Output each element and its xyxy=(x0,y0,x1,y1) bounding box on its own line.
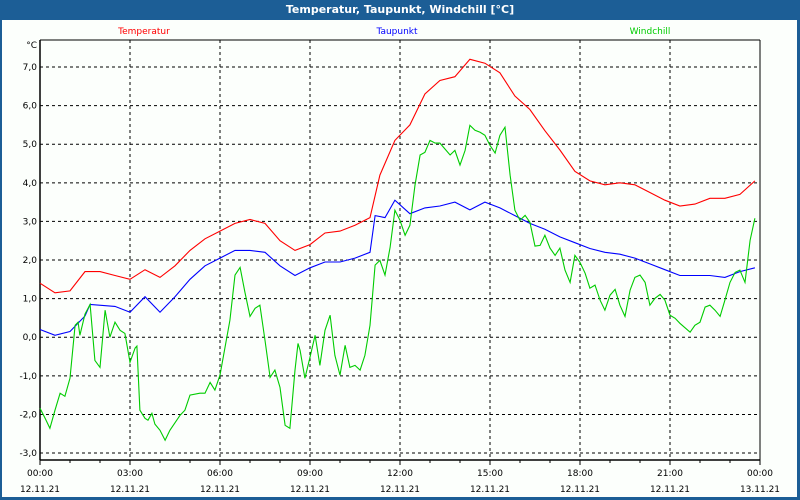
y-tick-label: 7,0 xyxy=(23,63,38,73)
y-tick-label: 3,0 xyxy=(23,217,38,227)
y-tick-label: 5,0 xyxy=(23,140,38,150)
x-tick-time: 03:00 xyxy=(117,469,143,479)
legend-windchill: Windchill xyxy=(630,27,671,37)
x-tick-date: 12.11.21 xyxy=(560,485,600,495)
x-tick-time: 09:00 xyxy=(297,469,323,479)
y-tick-label: -3,0 xyxy=(19,449,37,459)
y-tick-label: 1,0 xyxy=(23,295,38,305)
legend-temperatur: Temperatur xyxy=(117,27,170,37)
x-tick-time: 15:00 xyxy=(477,469,503,479)
x-tick-date: 12.11.21 xyxy=(470,485,510,495)
y-axis-unit: °C xyxy=(26,41,37,51)
y-tick-label: -2,0 xyxy=(19,410,37,420)
y-tick-label: -1,0 xyxy=(19,372,37,382)
x-tick-date: 12.11.21 xyxy=(380,485,420,495)
x-tick-time: 12:00 xyxy=(387,469,413,479)
series-line-windchill xyxy=(39,124,756,442)
x-tick-date: 12.11.21 xyxy=(20,485,60,495)
x-tick-date: 13.11.21 xyxy=(740,485,780,495)
window-title: Temperatur, Taupunkt, Windchill [°C] xyxy=(285,3,515,16)
x-tick-date: 12.11.21 xyxy=(290,485,330,495)
series-line-taupunkt xyxy=(39,199,756,336)
x-tick-time: 18:00 xyxy=(567,469,593,479)
legend-taupunkt: Taupunkt xyxy=(375,27,418,37)
x-tick-date: 12.11.21 xyxy=(110,485,150,495)
series-line-temperatur xyxy=(39,58,756,294)
x-tick-date: 12.11.21 xyxy=(200,485,240,495)
y-tick-label: 2,0 xyxy=(23,256,38,266)
y-tick-label: 6,0 xyxy=(23,102,38,112)
x-tick-time: 06:00 xyxy=(207,469,233,479)
x-tick-time: 21:00 xyxy=(657,469,683,479)
y-tick-label: 4,0 xyxy=(23,179,38,189)
y-tick-label: 0,0 xyxy=(23,333,38,343)
x-tick-time: 00:00 xyxy=(747,469,773,479)
x-tick-date: 12.11.21 xyxy=(650,485,690,495)
x-tick-time: 00:00 xyxy=(27,469,53,479)
